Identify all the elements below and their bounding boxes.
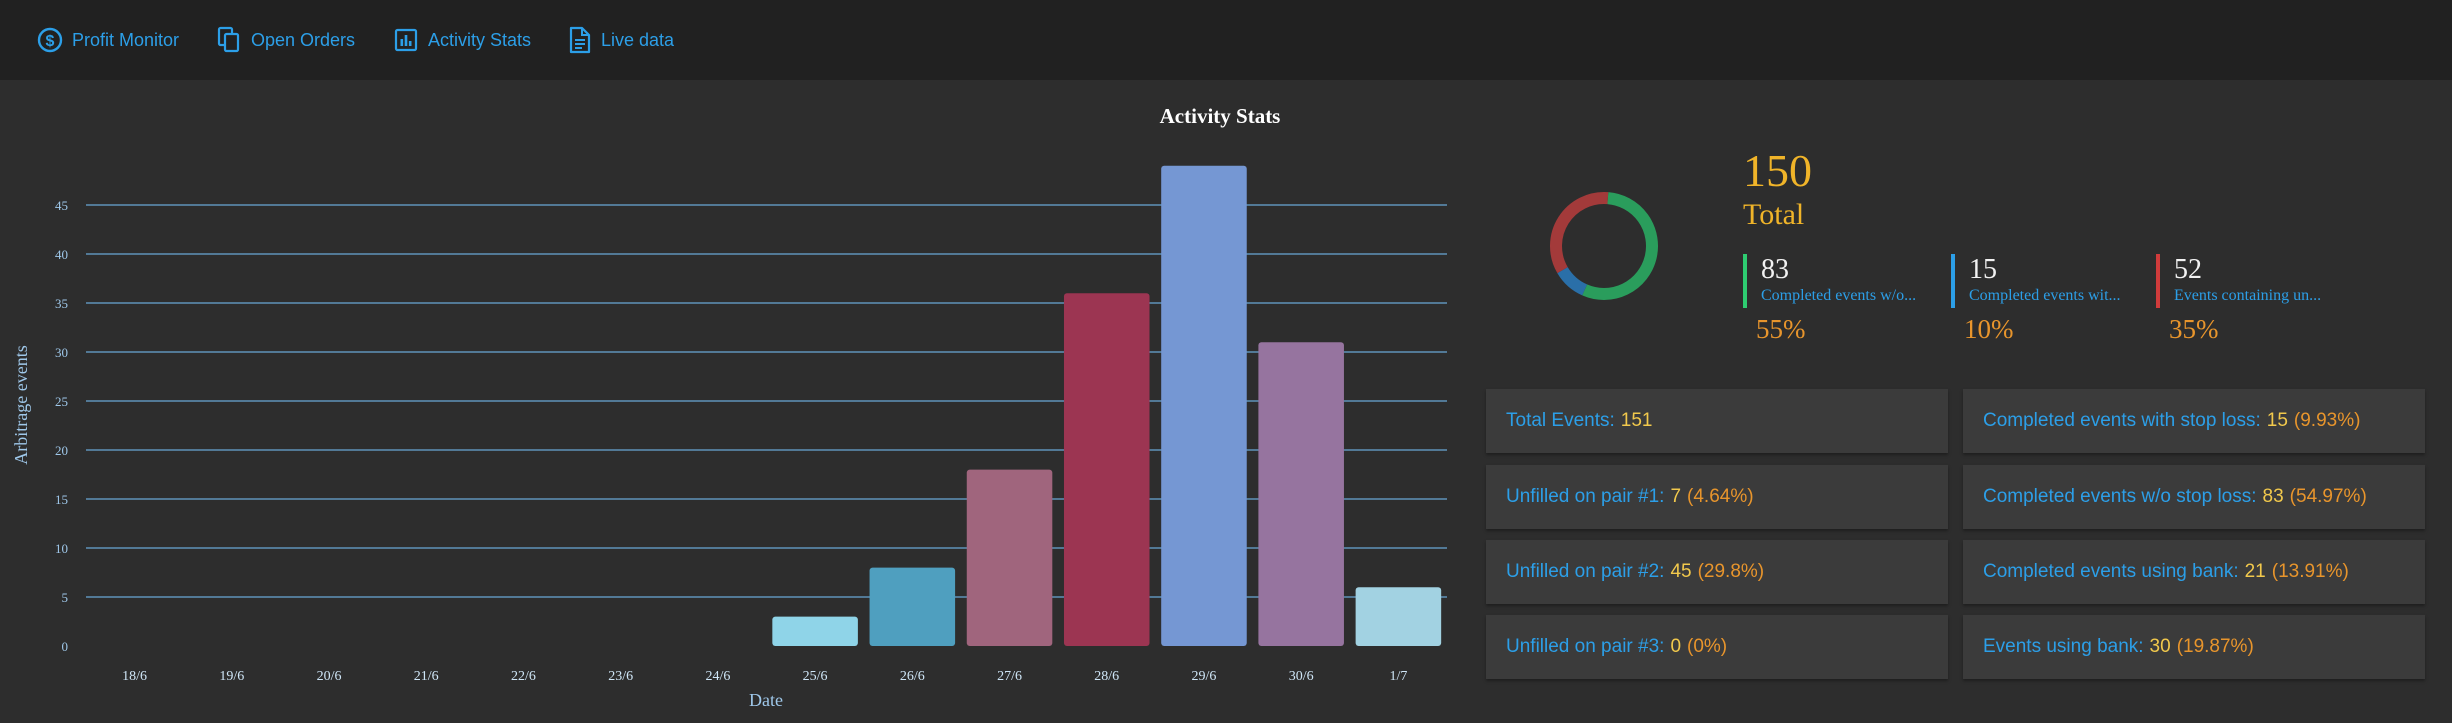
- x-tick-label: 24/6: [705, 669, 730, 684]
- completed-no-stoploss-box: Completed events w/o stop loss: 83 (54.97%…: [1963, 465, 2425, 529]
- nav-profit-monitor[interactable]: $ Profit Monitor: [37, 25, 179, 55]
- donut-slice[interactable]: [1582, 192, 1658, 300]
- x-tick-label: 23/6: [608, 669, 633, 684]
- stat-pct: 10%: [1964, 314, 2014, 344]
- box-label: Completed events using bank:: [1983, 561, 2239, 582]
- top-nav: $ Profit Monitor Open Orders Activity St…: [0, 0, 2452, 80]
- x-tick-label: 25/6: [803, 669, 828, 684]
- nav-open-orders[interactable]: Open Orders: [216, 25, 355, 55]
- bar[interactable]: [1355, 587, 1442, 646]
- unfilled-pair-1-box: Unfilled on pair #1: 7 (4.64%): [1486, 465, 1948, 529]
- stat-value: 52: [2174, 254, 2202, 285]
- x-tick-label: 28/6: [1094, 669, 1119, 684]
- x-tick-label: 26/6: [900, 669, 925, 684]
- box-pct: (9.93%): [2293, 410, 2361, 431]
- dollar-circle-icon: $: [37, 27, 63, 53]
- stat-completed-no-stoploss: 83 Completed events w/o...: [1743, 254, 1916, 308]
- y-tick-label: 0: [62, 639, 69, 654]
- stat-value: 83: [1761, 254, 1789, 285]
- nav-profit-monitor-label: Profit Monitor: [72, 29, 180, 50]
- box-value: 45: [1670, 561, 1692, 582]
- x-tick-label: 22/6: [511, 669, 536, 684]
- box-label: Completed events with stop loss:: [1983, 410, 2261, 431]
- box-label: Completed events w/o stop loss:: [1983, 486, 2257, 507]
- x-tick-label: 27/6: [997, 669, 1022, 684]
- box-pct: (4.64%): [1687, 486, 1754, 507]
- stat-label: Completed events w/o...: [1761, 287, 1917, 304]
- x-tick-label: 1/7: [1389, 669, 1407, 684]
- bar[interactable]: [966, 469, 1053, 646]
- copy-icon: [217, 26, 240, 53]
- y-tick-label: 30: [55, 345, 68, 360]
- box-value: 7: [1670, 486, 1682, 507]
- bar[interactable]: [772, 616, 858, 646]
- box-pct: (19.87%): [2176, 636, 2254, 657]
- bar-chart: 0 5 10 15 20 25 30 35 40 45 18/6 19/6 20/6 21/6 22/6 23…: [11, 165, 1447, 710]
- svg-text:$: $: [46, 33, 55, 50]
- nav-activity-stats[interactable]: Activity Stats: [393, 25, 531, 55]
- box-pct: (54.97%): [2289, 486, 2367, 507]
- x-tick-label: 20/6: [317, 669, 342, 684]
- x-tick-label: 30/6: [1289, 669, 1314, 684]
- y-tick-label: 10: [55, 541, 68, 556]
- stat-pct: 55%: [1756, 314, 1806, 344]
- y-tick-label: 5: [62, 590, 69, 605]
- box-pct: (0%): [1687, 636, 1728, 657]
- bar[interactable]: [1161, 165, 1247, 647]
- bar-chart-icon: [394, 28, 418, 52]
- box-label: Events using bank:: [1983, 636, 2144, 657]
- stat-pct: 35%: [2169, 314, 2219, 344]
- box-pct: (29.8%): [1697, 561, 1765, 582]
- nav-live-data[interactable]: Live data: [568, 25, 674, 55]
- nav-activity-stats-label: Activity Stats: [428, 29, 532, 50]
- box-value: 30: [2149, 636, 2171, 657]
- total-value: 150: [1743, 145, 1812, 196]
- x-tick-label: 19/6: [219, 669, 244, 684]
- box-value: 21: [2244, 561, 2266, 582]
- total-events-box: Total Events: 151: [1486, 389, 1948, 453]
- y-tick-label: 15: [55, 492, 68, 507]
- donut-chart: [1550, 192, 1658, 300]
- page-title: Activity Stats: [1159, 104, 1281, 128]
- completed-using-bank-box: Completed events using bank: 21 (13.91%): [1963, 540, 2425, 604]
- y-tick-label: 45: [55, 198, 68, 213]
- total-label: Total: [1743, 198, 1805, 231]
- events-using-bank-box: Events using bank: 30 (19.87%): [1963, 615, 2425, 679]
- stat-events-containing-unfilled: 52 Events containing un...: [2156, 254, 2321, 308]
- completed-with-stoploss-box: Completed events with stop loss: 15 (9.93%…: [1963, 389, 2425, 453]
- box-value: 83: [2262, 486, 2284, 507]
- box-label: Unfilled on pair #1:: [1506, 486, 1665, 507]
- box-value: 15: [2266, 410, 2288, 431]
- box-label: Unfilled on pair #3:: [1506, 636, 1665, 657]
- bar[interactable]: [1063, 293, 1150, 646]
- y-tick-label: 20: [55, 443, 68, 458]
- y-axis-label: Arbitrage events: [11, 345, 31, 464]
- y-tick-label: 25: [55, 394, 68, 409]
- box-value: 151: [1620, 410, 1653, 431]
- bar[interactable]: [1258, 342, 1344, 646]
- box-pct: (13.91%): [2271, 561, 2349, 582]
- stat-label: Events containing un...: [2174, 287, 2322, 304]
- bar[interactable]: [869, 567, 956, 646]
- unfilled-pair-3-box: Unfilled on pair #3: 0 (0%): [1486, 615, 1948, 679]
- x-tick-label: 21/6: [414, 669, 439, 684]
- unfilled-pair-2-box: Unfilled on pair #2: 45 (29.8%): [1486, 540, 1948, 604]
- y-tick-label: 35: [55, 296, 68, 311]
- donut-slice[interactable]: [1550, 192, 1609, 274]
- donut-slice[interactable]: [1557, 266, 1588, 296]
- box-value: 0: [1670, 636, 1682, 657]
- stat-label: Completed events wit...: [1969, 287, 2121, 304]
- box-label: Total Events:: [1506, 410, 1615, 431]
- nav-open-orders-label: Open Orders: [251, 29, 356, 50]
- stat-value: 15: [1969, 254, 1997, 285]
- document-icon: [569, 26, 591, 54]
- x-tick-label: 18/6: [122, 669, 147, 684]
- x-tick-label: 29/6: [1192, 669, 1217, 684]
- y-tick-label: 40: [55, 247, 68, 262]
- box-label: Unfilled on pair #2:: [1506, 561, 1665, 582]
- nav-live-data-label: Live data: [601, 29, 675, 50]
- x-axis-label: Date: [749, 690, 783, 710]
- stat-completed-with-stoploss: 15 Completed events wit...: [1951, 254, 2121, 308]
